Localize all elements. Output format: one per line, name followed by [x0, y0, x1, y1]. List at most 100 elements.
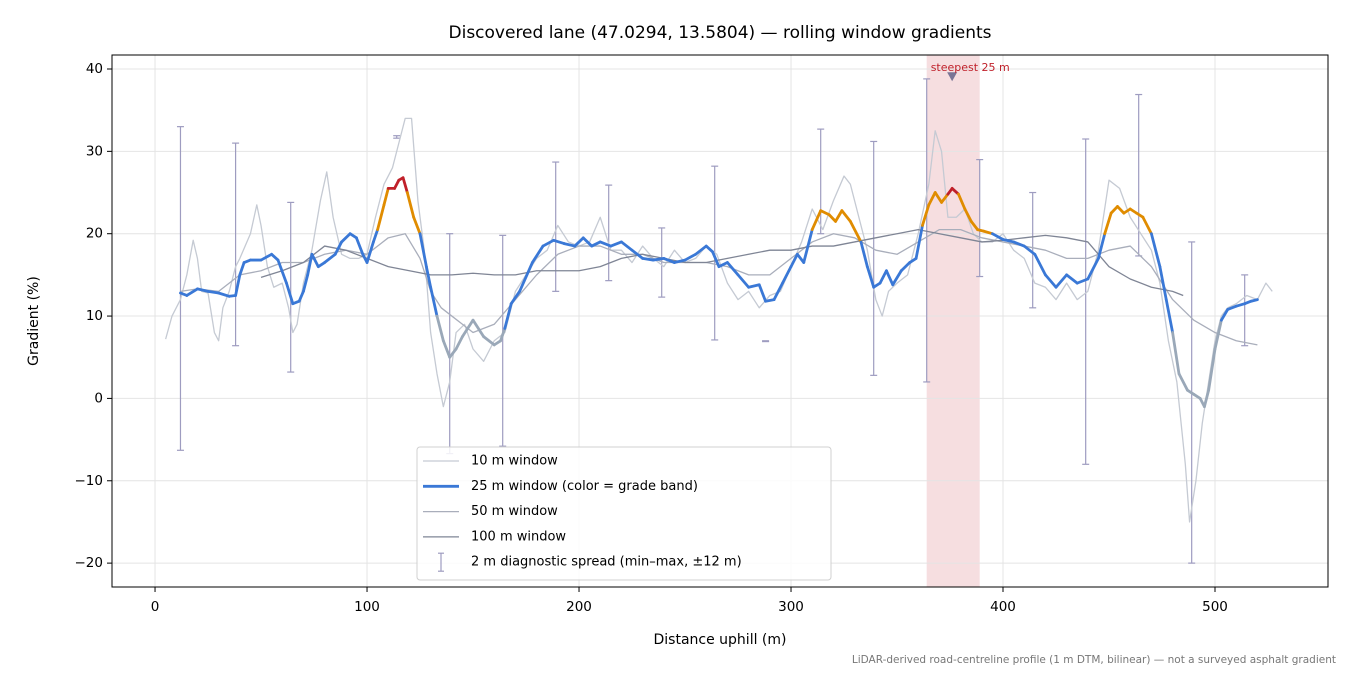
- legend-label: 25 m window (color = grade band): [471, 479, 698, 494]
- error-bar: [1241, 274, 1249, 347]
- line-segment: [683, 252, 698, 262]
- line-segment: [819, 209, 831, 217]
- line-segment: [764, 298, 776, 303]
- error-bar: [870, 140, 878, 376]
- line-segment: [827, 213, 837, 223]
- line-segment: [238, 261, 246, 277]
- chart-title: Discovered lane (47.0294, 13.5804) — rol…: [449, 23, 992, 43]
- line-segment: [365, 240, 375, 264]
- x-tick-label: 300: [778, 599, 804, 615]
- line-segment: [355, 236, 365, 256]
- series-line: [165, 117, 1273, 523]
- error-bar: [552, 161, 560, 292]
- line-segment: [726, 261, 740, 277]
- legend-label: 2 m diagnostic spread (min–max, ±12 m): [471, 555, 742, 570]
- y-tick-label: 20: [86, 226, 103, 242]
- annotation-marker: [947, 72, 958, 82]
- line-segment: [933, 191, 943, 204]
- error-bar: [923, 78, 931, 383]
- x-tick-label: 400: [990, 599, 1016, 615]
- line-segment: [441, 339, 452, 359]
- line-segment: [598, 240, 613, 248]
- line-segment: [418, 232, 428, 269]
- line-segment: [950, 187, 960, 196]
- legend-label: 50 m window: [471, 504, 558, 519]
- line-segment: [405, 191, 416, 219]
- line-segment: [630, 248, 645, 260]
- line-segment: [620, 240, 634, 252]
- line-segment: [1226, 304, 1238, 311]
- line-segment: [1116, 205, 1126, 215]
- line-segment: [1164, 298, 1175, 334]
- x-axis-label: Distance uphill (m): [654, 632, 787, 648]
- line-segment: [234, 273, 242, 297]
- y-axis-label: Gradient (%): [26, 276, 42, 366]
- line-segment: [1033, 252, 1047, 277]
- line-segment: [878, 269, 888, 285]
- x-tick-label: 100: [354, 599, 380, 615]
- line-segment: [840, 209, 852, 223]
- line-segment: [185, 287, 199, 297]
- line-segment: [1203, 388, 1211, 409]
- line-segment: [865, 265, 876, 289]
- x-tick-label: 500: [1202, 599, 1228, 615]
- line-segment: [711, 250, 721, 269]
- line-segment: [376, 203, 386, 231]
- line-segment: [401, 176, 409, 194]
- line-segment: [717, 261, 729, 269]
- line-segment: [1022, 244, 1037, 256]
- line-segment: [206, 289, 221, 295]
- line-segment: [1001, 238, 1016, 244]
- x-tick-label: 0: [151, 599, 160, 615]
- line-segment: [499, 327, 507, 343]
- error-bar: [499, 234, 507, 447]
- line-segment: [196, 287, 210, 293]
- line-segment: [590, 240, 602, 248]
- error-bar: [605, 184, 613, 282]
- line-segment: [259, 252, 274, 262]
- highlight-band: [926, 55, 980, 587]
- line-segment: [885, 269, 895, 287]
- series-line: [260, 228, 1184, 297]
- line-segment: [969, 219, 979, 231]
- annotation-text: steepest 25 m: [931, 61, 1010, 74]
- line-segment: [429, 285, 439, 318]
- line-segment: [1086, 257, 1100, 281]
- line-segment: [482, 335, 496, 347]
- error-bar: [762, 340, 770, 343]
- y-tick-label: 40: [86, 61, 103, 77]
- error-bar: [817, 128, 825, 235]
- line-segment: [424, 265, 433, 289]
- line-segment: [927, 191, 937, 207]
- line-segment: [393, 178, 401, 190]
- line-segment: [1141, 215, 1153, 236]
- line-segment: [1177, 372, 1189, 392]
- line-segment: [552, 238, 566, 245]
- y-tick-label: 30: [86, 143, 103, 159]
- line-segment: [461, 318, 475, 339]
- error-bar: [976, 158, 984, 278]
- error-bar: [658, 227, 666, 298]
- line-segment: [217, 291, 231, 298]
- line-segment: [963, 207, 973, 223]
- line-segment: [412, 215, 422, 236]
- line-segment: [581, 236, 594, 248]
- line-segment: [914, 224, 924, 260]
- error-bar: [1029, 191, 1037, 309]
- line-segment: [1213, 318, 1223, 351]
- footnote: LiDAR-derived road-centreline profile (1…: [852, 654, 1336, 666]
- line-segment: [673, 258, 687, 264]
- error-bar: [1082, 138, 1090, 465]
- line-segment: [340, 232, 352, 244]
- line-segment: [1219, 308, 1230, 322]
- error-bar: [232, 142, 240, 347]
- line-segment: [382, 187, 390, 207]
- line-segment: [573, 236, 585, 248]
- line-segment: [940, 192, 950, 204]
- line-segment: [1012, 240, 1026, 248]
- line-segment: [757, 283, 767, 303]
- line-segment: [503, 302, 513, 330]
- x-tick-label: 200: [566, 599, 592, 615]
- line-segment: [454, 335, 464, 351]
